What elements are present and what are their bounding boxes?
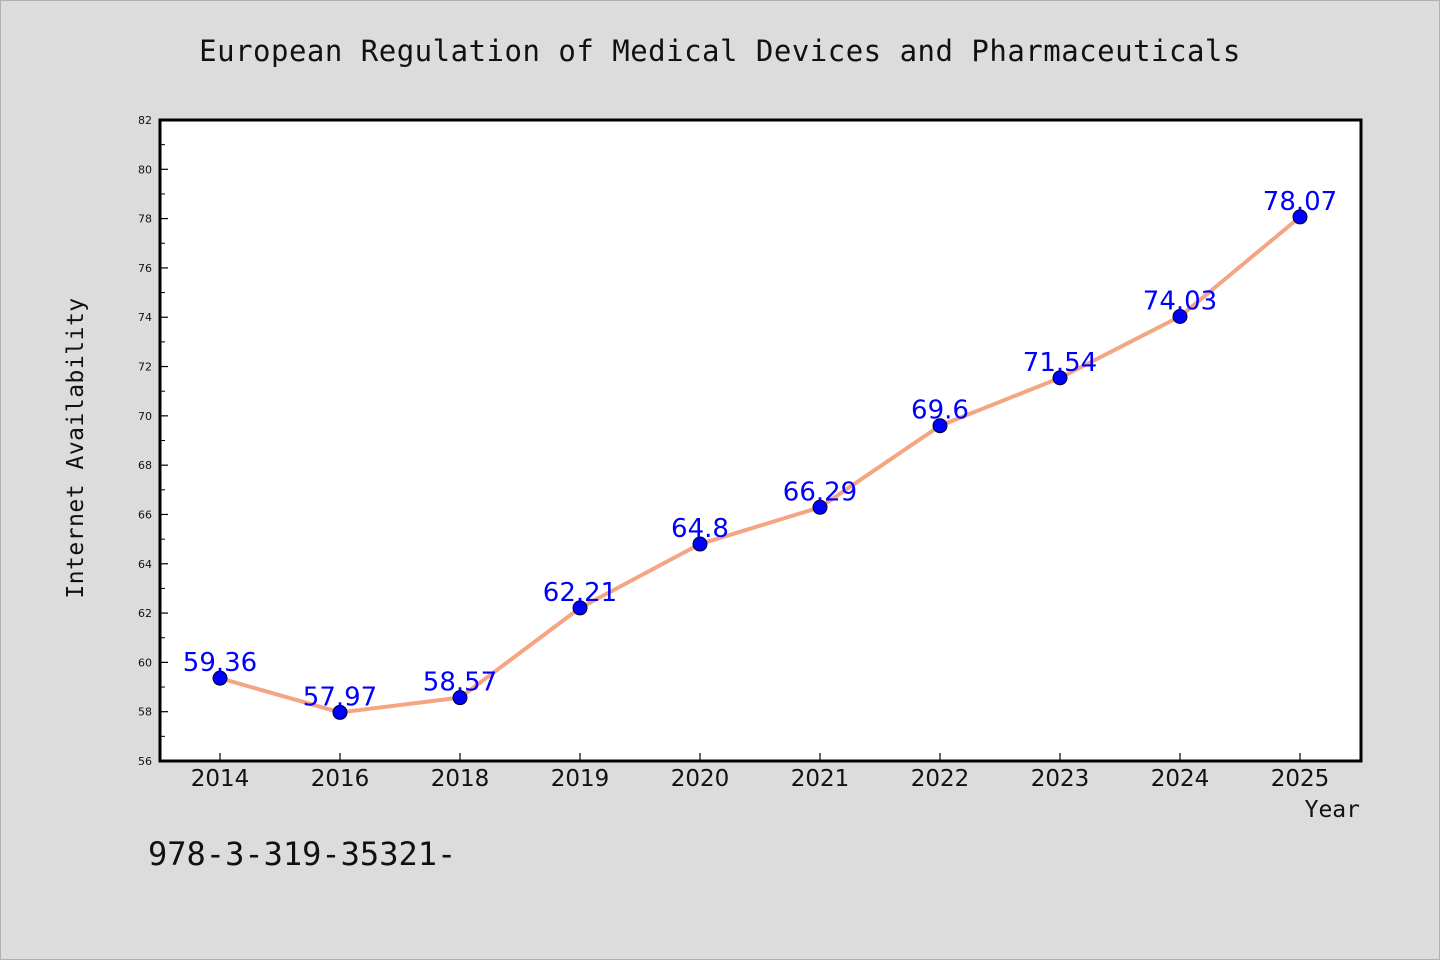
data-point — [212, 670, 228, 686]
data-point — [812, 499, 828, 515]
data-point — [1292, 209, 1308, 225]
y-tick-label: 66 — [138, 508, 152, 521]
data-label: 78.07 — [1263, 187, 1337, 217]
data-point — [452, 690, 468, 706]
series-line — [218, 214, 1302, 715]
data-label: 66.29 — [783, 477, 857, 507]
data-point — [1172, 308, 1188, 324]
data-label: 59.36 — [183, 648, 257, 678]
y-tick-label: 78 — [138, 213, 152, 226]
y-tick-label: 74 — [138, 311, 152, 324]
data-label: 64.8 — [671, 514, 729, 544]
y-tick-label: 82 — [138, 114, 152, 127]
x-tick-label: 2014 — [191, 766, 250, 792]
data-point — [1052, 370, 1068, 386]
data-point — [932, 418, 948, 434]
data-point — [692, 536, 708, 552]
y-tick-label: 80 — [138, 163, 152, 176]
y-tick-label: 60 — [138, 656, 152, 669]
data-label: 69.6 — [911, 396, 969, 426]
y-tick-label: 76 — [138, 262, 152, 275]
x-tick-label: 2016 — [311, 766, 370, 792]
data-point — [332, 704, 348, 720]
data-label: 62.21 — [543, 578, 617, 608]
y-tick-label: 62 — [138, 607, 152, 620]
x-tick-label: 2025 — [1271, 766, 1330, 792]
x-tick-label: 2020 — [671, 766, 730, 792]
x-axis-label: Year — [1304, 797, 1360, 823]
series-group — [212, 209, 1308, 720]
x-tick-label: 2021 — [791, 766, 850, 792]
x-tick-label: 2019 — [551, 766, 610, 792]
y-tick-label: 58 — [138, 706, 152, 719]
data-labels: 59.36 57.97 58.57 62.21 64.8 66.29 69.6 71.54 74… — [183, 187, 1337, 713]
isbn-annotation: 978-3-319-35321- — [148, 835, 457, 873]
y-tick-label: 64 — [138, 558, 152, 571]
x-axis: 2014 2016 2018 2019 2020 2021 2022 2023 2024 2025 — [191, 753, 1330, 792]
y-tick-label: 56 — [138, 755, 152, 768]
data-label: 57.97 — [303, 682, 377, 712]
x-tick-label: 2023 — [1031, 766, 1090, 792]
y-tick-label: 72 — [138, 361, 152, 374]
data-label: 58.57 — [423, 668, 497, 698]
y-tick-label: 68 — [138, 459, 152, 472]
y-tick-label: 70 — [138, 410, 152, 423]
plot-area — [158, 118, 1363, 763]
y-axis: 56 58 60 62 64 66 68 70 72 74 76 78 80 82 — [138, 114, 168, 768]
x-tick-label: 2018 — [431, 766, 490, 792]
x-tick-label: 2022 — [911, 766, 970, 792]
data-label: 71.54 — [1023, 348, 1097, 378]
chart-title: European Regulation of Medical Devices a… — [199, 34, 1241, 68]
data-point — [572, 600, 588, 616]
x-tick-label: 2024 — [1151, 766, 1210, 792]
data-label: 74.03 — [1143, 286, 1217, 316]
